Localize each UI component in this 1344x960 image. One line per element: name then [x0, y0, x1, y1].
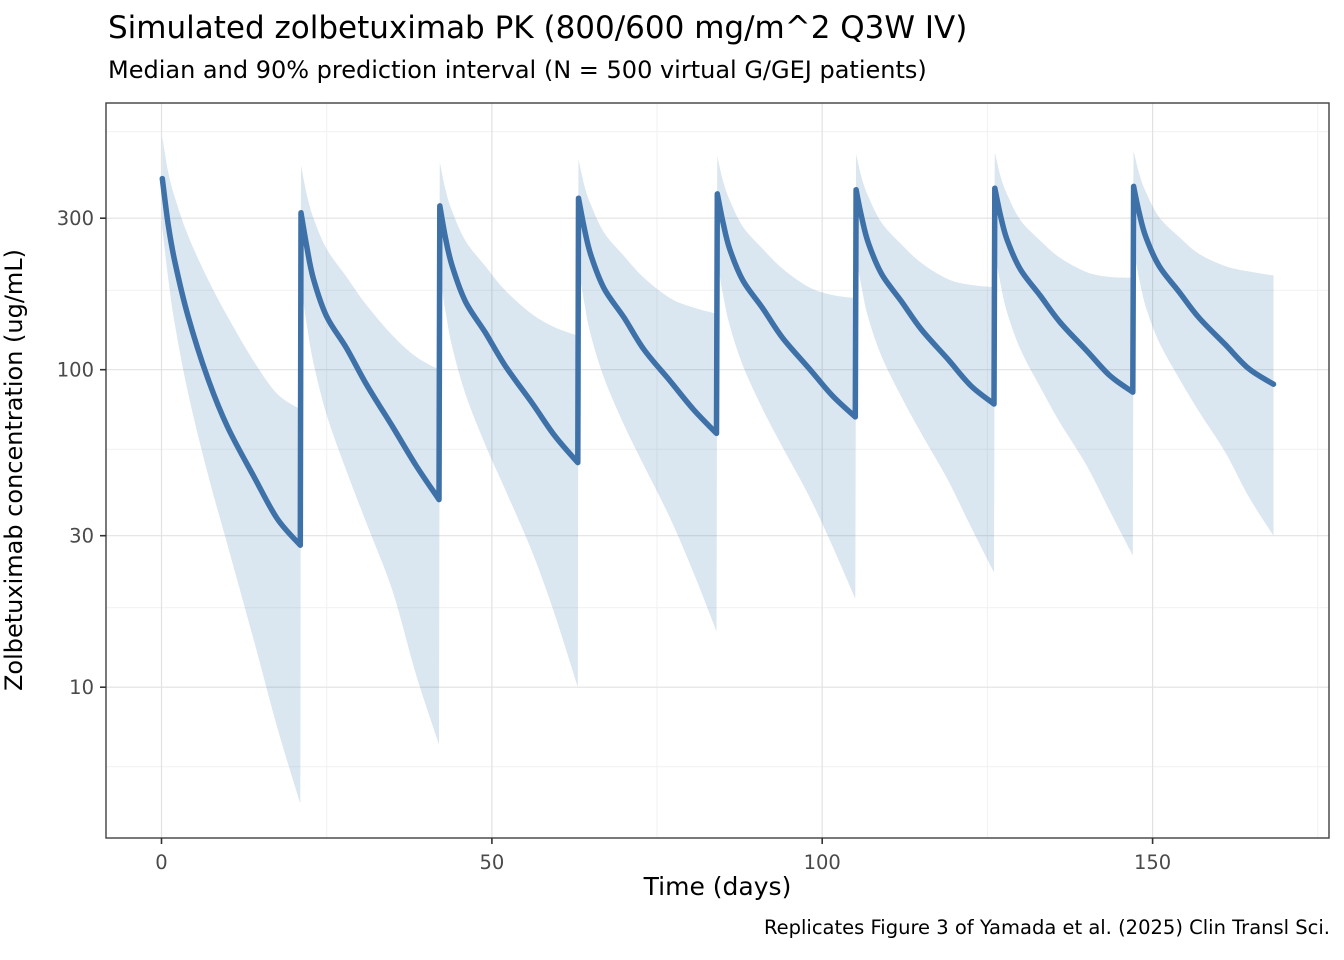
y-tick-label: 100: [57, 359, 94, 382]
y-tick-label: 30: [69, 525, 94, 548]
x-tick-label: 50: [479, 851, 504, 874]
prediction-interval-ribbon: [162, 136, 1274, 804]
x-tick-label: 100: [804, 851, 841, 874]
y-tick-label: 10: [69, 676, 94, 699]
median-line: [159, 175, 1277, 548]
chart-subtitle: Median and 90% prediction interval (N = …: [108, 56, 927, 84]
y-axis-title: Zolbetuximab concentration (ug/mL): [0, 248, 28, 692]
y-tick-label: 300: [57, 207, 94, 230]
chart-caption: Replicates Figure 3 of Yamada et al. (20…: [763, 916, 1330, 939]
panel-border: [105, 102, 1330, 839]
chart-title: Simulated zolbetuximab PK (800/600 mg/m^…: [108, 10, 968, 46]
x-tick-label: 150: [1134, 851, 1171, 874]
x-axis-title: Time (days): [643, 872, 792, 901]
x-tick-label: 0: [155, 851, 167, 874]
